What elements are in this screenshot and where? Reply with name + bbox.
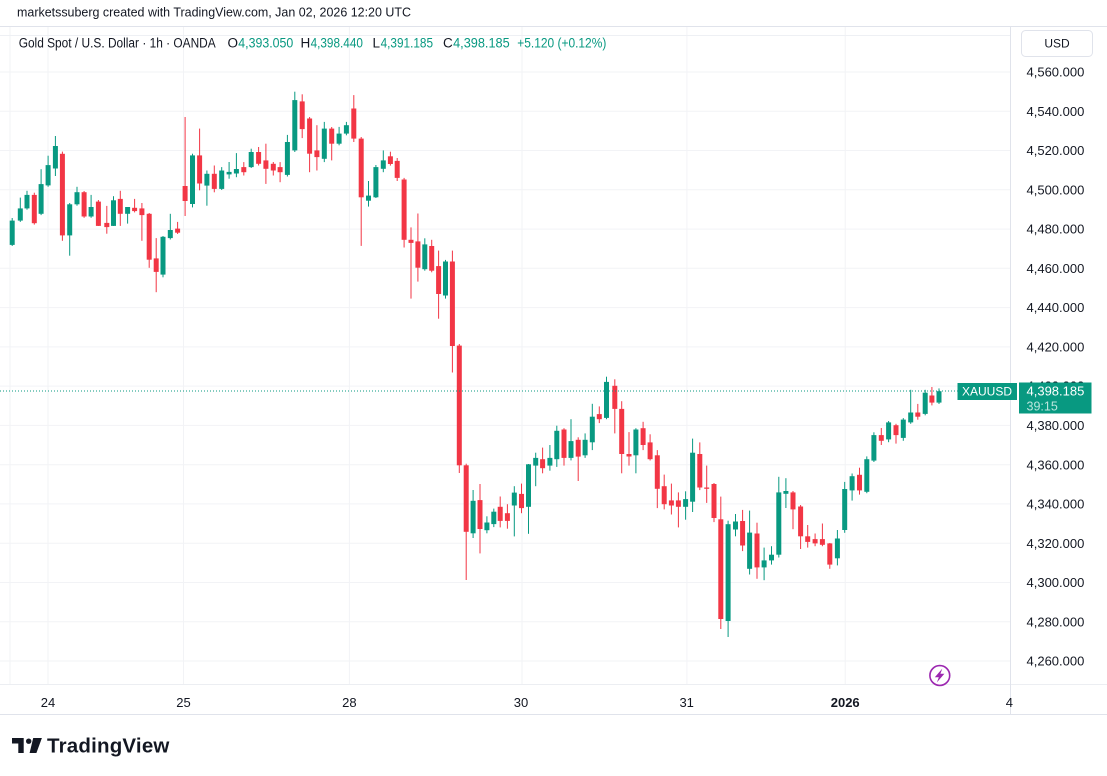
svg-text:4,440.000: 4,440.000: [1027, 300, 1085, 315]
svg-text:4,340.000: 4,340.000: [1027, 497, 1085, 512]
svg-text:4,393.050: 4,393.050: [238, 36, 293, 51]
svg-text:4,380.000: 4,380.000: [1027, 418, 1085, 433]
svg-text:L: L: [373, 36, 381, 51]
svg-text:Gold Spot / U.S. Dollar · 1h ·: Gold Spot / U.S. Dollar · 1h · OANDA: [19, 36, 216, 51]
svg-text:31: 31: [679, 695, 693, 710]
svg-text:4,300.000: 4,300.000: [1027, 575, 1085, 590]
svg-text:28: 28: [342, 695, 356, 710]
svg-text:4,398.185: 4,398.185: [1027, 384, 1085, 399]
svg-text:4: 4: [1006, 695, 1013, 710]
svg-text:4,540.000: 4,540.000: [1027, 104, 1085, 119]
svg-text:4,320.000: 4,320.000: [1027, 536, 1085, 551]
svg-text:H: H: [301, 36, 311, 51]
svg-text:O: O: [228, 36, 239, 51]
svg-text:30: 30: [514, 695, 528, 710]
svg-text:4,280.000: 4,280.000: [1027, 614, 1085, 629]
svg-text:4,398.185: 4,398.185: [453, 36, 510, 51]
svg-text:2026: 2026: [831, 695, 860, 710]
svg-text:4,460.000: 4,460.000: [1027, 261, 1085, 276]
svg-text:4,500.000: 4,500.000: [1027, 182, 1085, 197]
svg-text:XAUUSD: XAUUSD: [962, 385, 1012, 399]
svg-text:4,260.000: 4,260.000: [1027, 654, 1085, 669]
svg-text:4,398.440: 4,398.440: [311, 36, 363, 51]
svg-text:4,520.000: 4,520.000: [1027, 143, 1085, 158]
svg-text:C: C: [443, 36, 453, 51]
svg-text:marketssuberg created with Tra: marketssuberg created with TradingView.c…: [17, 5, 411, 20]
svg-text:4,360.000: 4,360.000: [1027, 457, 1085, 472]
svg-text:4,480.000: 4,480.000: [1027, 222, 1085, 237]
svg-text:4,420.000: 4,420.000: [1027, 340, 1085, 355]
svg-text:4,560.000: 4,560.000: [1027, 65, 1085, 80]
svg-text:+5.120 (+0.12%): +5.120 (+0.12%): [517, 36, 606, 51]
svg-text:TradingView: TradingView: [47, 735, 170, 758]
svg-text:4,391.185: 4,391.185: [381, 36, 433, 51]
svg-text:25: 25: [176, 695, 190, 710]
svg-text:USD: USD: [1044, 37, 1070, 51]
svg-text:24: 24: [41, 695, 55, 710]
svg-text:39:15: 39:15: [1027, 400, 1058, 414]
